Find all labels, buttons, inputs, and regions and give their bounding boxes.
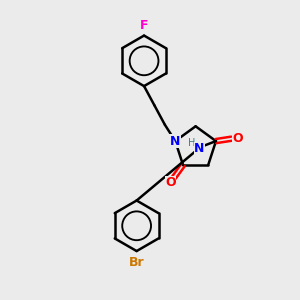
Text: O: O (165, 176, 176, 189)
Text: H: H (188, 138, 195, 148)
Text: N: N (194, 142, 205, 155)
Text: Br: Br (129, 256, 144, 268)
Text: F: F (140, 19, 148, 32)
Text: N: N (170, 135, 181, 148)
Text: O: O (232, 132, 243, 145)
